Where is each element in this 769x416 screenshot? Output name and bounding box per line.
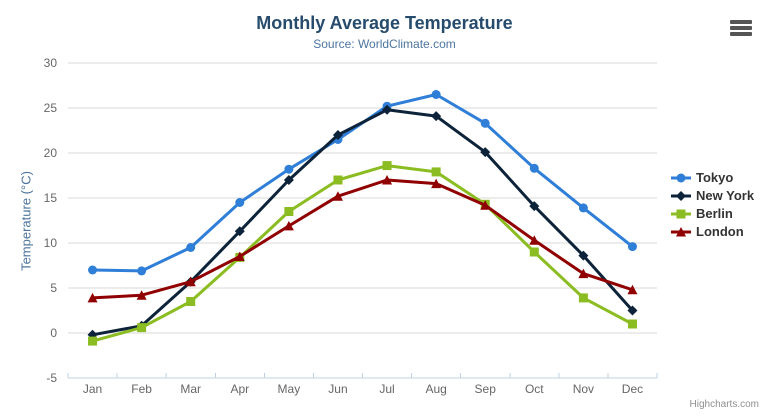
data-point-marker xyxy=(676,173,686,182)
data-point-marker xyxy=(627,284,638,295)
data-point-marker xyxy=(284,207,294,216)
data-point-marker xyxy=(382,161,392,171)
chart-subtitle: Source: WorldClimate.com xyxy=(313,37,456,51)
data-point-marker xyxy=(431,90,441,99)
hamburger-bar xyxy=(730,32,752,36)
legend-item-london[interactable]: London xyxy=(671,224,754,239)
legend-label: New York xyxy=(696,188,755,203)
data-point-marker xyxy=(578,268,589,279)
series-new-york[interactable] xyxy=(87,104,638,340)
data-point-marker xyxy=(87,292,98,303)
legend-symbol-triangle-icon xyxy=(671,226,691,236)
data-point-marker xyxy=(431,178,442,189)
data-point-marker xyxy=(283,175,294,185)
data-point-marker xyxy=(529,163,539,173)
x-axis-label: Oct xyxy=(525,382,544,396)
legend-item-berlin[interactable]: Berlin xyxy=(671,206,754,221)
data-point-marker xyxy=(578,203,588,213)
data-point-marker xyxy=(137,323,147,333)
data-point-marker xyxy=(382,104,393,115)
data-point-marker xyxy=(529,235,540,245)
data-point-marker xyxy=(480,118,490,128)
x-axis-label: Sep xyxy=(475,382,497,396)
legend-item-tokyo[interactable]: Tokyo xyxy=(671,170,754,185)
hamburger-bar xyxy=(730,26,752,30)
series-line xyxy=(91,164,634,343)
legend-label: Tokyo xyxy=(696,170,734,185)
data-point-marker xyxy=(627,305,638,316)
series-line xyxy=(91,108,634,337)
x-axis-label: May xyxy=(278,382,301,396)
data-point-marker xyxy=(480,147,491,158)
legend-symbol-diamond-icon xyxy=(671,190,691,201)
legend-item-new-york[interactable]: New York xyxy=(671,188,754,203)
data-point-marker xyxy=(627,319,637,329)
y-axis-label: 10 xyxy=(44,236,58,250)
x-axis-label: Jun xyxy=(328,382,347,396)
data-point-marker xyxy=(676,226,686,236)
data-point-marker xyxy=(332,191,343,201)
x-axis-label: Nov xyxy=(573,382,594,396)
data-point-marker xyxy=(480,200,491,210)
x-axis-label: Dec xyxy=(622,382,643,396)
x-axis-label: Apr xyxy=(230,382,249,396)
data-point-marker xyxy=(137,266,147,276)
x-axis-label: Jul xyxy=(379,382,394,396)
data-point-marker xyxy=(529,201,540,212)
legend: Tokyo New York Berlin London xyxy=(671,170,754,239)
data-point-marker xyxy=(627,242,637,252)
data-point-marker xyxy=(88,336,98,346)
hamburger-menu-icon xyxy=(730,20,754,36)
chart-title: Monthly Average Temperature xyxy=(256,13,513,33)
data-point-marker xyxy=(333,175,343,185)
x-axis-label: Feb xyxy=(131,382,152,396)
x-axis-label: Jan xyxy=(83,382,102,396)
hamburger-bar xyxy=(730,20,752,24)
legend-label: London xyxy=(696,224,744,239)
data-point-marker xyxy=(235,198,245,207)
data-point-marker xyxy=(88,265,98,275)
credits-link[interactable]: Highcharts.com xyxy=(689,399,759,410)
data-point-marker xyxy=(431,167,441,177)
data-point-marker xyxy=(578,250,589,261)
series-line xyxy=(91,178,634,300)
series-london[interactable] xyxy=(87,175,638,303)
y-axis-label: -5 xyxy=(46,371,57,385)
data-point-marker xyxy=(185,276,196,287)
legend-label: Berlin xyxy=(696,206,733,221)
series-tokyo[interactable] xyxy=(88,90,637,276)
y-axis-label: 30 xyxy=(44,56,58,70)
legend-symbol-circle-icon xyxy=(671,173,691,182)
legend-symbol-square-icon xyxy=(671,209,691,218)
data-point-marker xyxy=(332,130,343,140)
data-point-marker xyxy=(578,293,588,303)
data-point-marker xyxy=(234,251,245,261)
data-point-marker xyxy=(283,220,294,231)
y-axis-label: 15 xyxy=(44,191,58,205)
data-point-marker xyxy=(284,164,294,174)
data-point-marker xyxy=(234,226,245,237)
data-point-marker xyxy=(431,111,442,122)
y-axis-label: 0 xyxy=(50,326,57,340)
data-point-marker xyxy=(136,290,147,300)
data-point-marker xyxy=(529,247,539,257)
data-point-marker xyxy=(676,190,686,201)
data-point-marker xyxy=(676,209,686,218)
data-point-marker xyxy=(186,243,196,252)
y-axis-label: 5 xyxy=(50,281,57,295)
y-axis-label: 25 xyxy=(44,101,58,115)
data-point-marker xyxy=(382,175,393,185)
x-axis-label: Aug xyxy=(425,382,446,396)
x-axis-label: Mar xyxy=(180,382,201,396)
export-menu-button[interactable] xyxy=(730,19,754,39)
data-point-marker xyxy=(186,297,196,306)
y-axis-label: 20 xyxy=(44,146,58,160)
